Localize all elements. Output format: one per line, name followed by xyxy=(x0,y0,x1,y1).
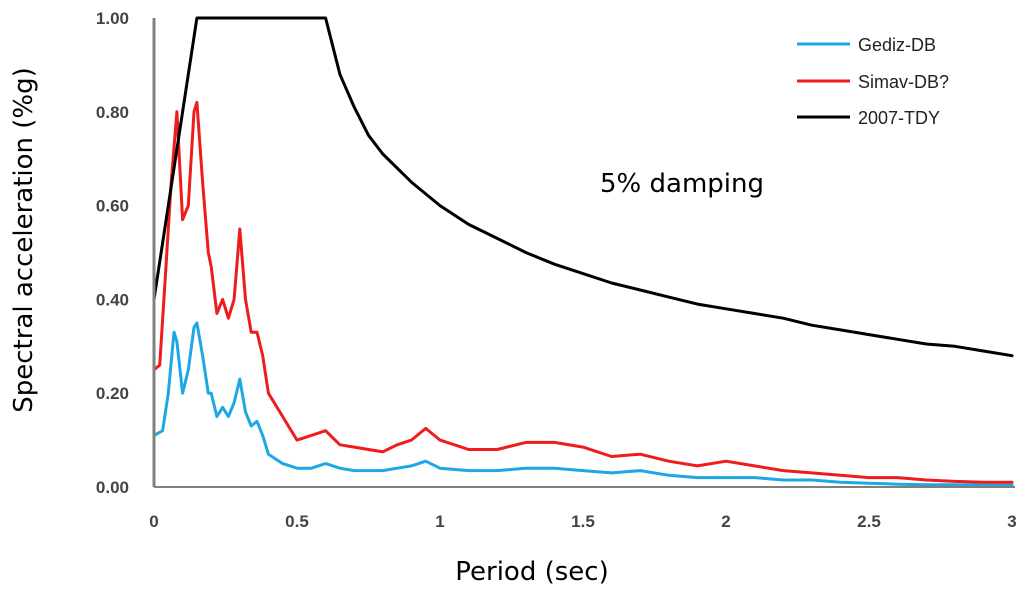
y-tick-label: 0.60 xyxy=(96,197,129,216)
legend: Gediz-DB Simav-DB? 2007-TDY xyxy=(797,35,949,128)
y-tick-label: 1.00 xyxy=(96,9,129,28)
legend-label-gediz: Gediz-DB xyxy=(858,35,936,55)
y-tick-label: 0.00 xyxy=(96,478,129,497)
legend-label-simav: Simav-DB? xyxy=(858,72,949,92)
x-tick-label: 2 xyxy=(721,512,730,531)
x-tick-label: 1 xyxy=(435,512,444,531)
y-tick-label: 0.80 xyxy=(96,103,129,122)
y-tick-label: 0.40 xyxy=(96,290,129,309)
legend-label-tdy: 2007-TDY xyxy=(858,108,940,128)
damping-annotation: 5% damping xyxy=(600,169,764,199)
x-tick-label: 0 xyxy=(149,512,158,531)
x-tick-label: 2.5 xyxy=(857,512,881,531)
x-tick-label: 3 xyxy=(1007,512,1016,531)
x-tick-label: 1.5 xyxy=(571,512,595,531)
plot-lines xyxy=(152,16,1014,487)
x-axis-title: Period (sec) xyxy=(455,557,608,587)
x-tick-label: 0.5 xyxy=(285,512,309,531)
series-line-simav xyxy=(152,100,1014,484)
series-line-gediz xyxy=(152,321,1014,487)
y-tick-label: 0.20 xyxy=(96,384,129,403)
x-tick-labels: 0 0.5 1 1.5 2 2.5 3 xyxy=(149,512,1016,531)
y-axis-title: Spectral acceleration (%g) xyxy=(9,67,39,413)
y-tick-labels: 0.00 0.20 0.40 0.60 0.80 1.00 xyxy=(96,9,129,497)
series-line-tdy xyxy=(152,16,1014,358)
